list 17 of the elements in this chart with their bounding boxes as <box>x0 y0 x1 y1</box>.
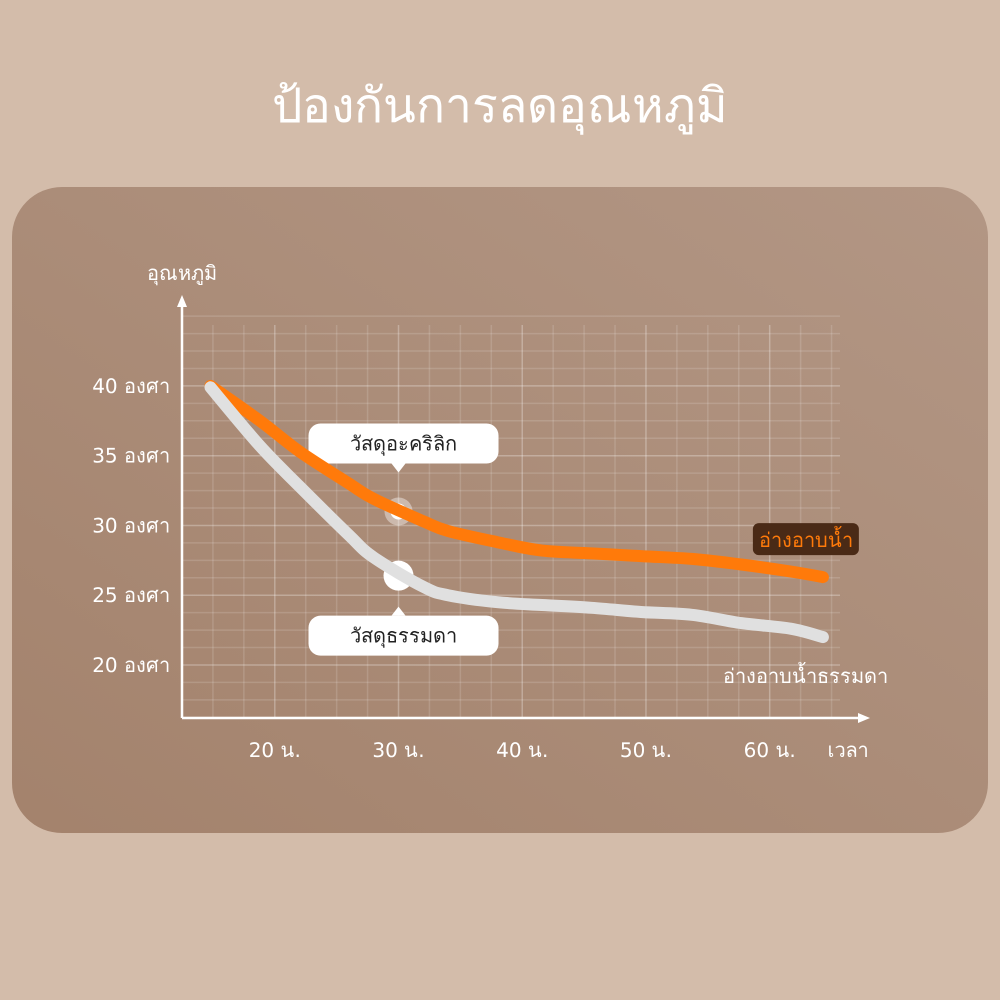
y-tick-label: 40 องศา <box>92 374 170 398</box>
series-label: อ่างอาบน้ำ <box>758 526 853 552</box>
annotation: วัสดุอะคริลิก <box>350 432 458 456</box>
y-tick-label: 25 องศา <box>92 583 170 608</box>
chart-title: ป้องกันการลดอุณหภูมิ <box>272 78 728 135</box>
x-tick-label: 30 น. <box>372 738 425 762</box>
x-axis-title: เวลา <box>828 738 868 762</box>
y-tick-label: 30 องศา <box>92 513 170 538</box>
annotation: วัสดุธรรมดา <box>350 624 458 649</box>
x-tick-label: 60 น. <box>744 738 796 762</box>
x-tick-label: 50 น. <box>620 738 672 762</box>
y-tick-label: 35 องศา <box>92 444 170 468</box>
x-tick-label: 20 น. <box>248 738 301 762</box>
y-tick-label: 20 องศา <box>92 652 170 677</box>
text: อ่างอาบน้ำธรรมดา <box>722 662 888 688</box>
x-tick-label: 40 น. <box>496 738 548 762</box>
y-axis-title: อุณหภูมิ <box>147 261 217 286</box>
